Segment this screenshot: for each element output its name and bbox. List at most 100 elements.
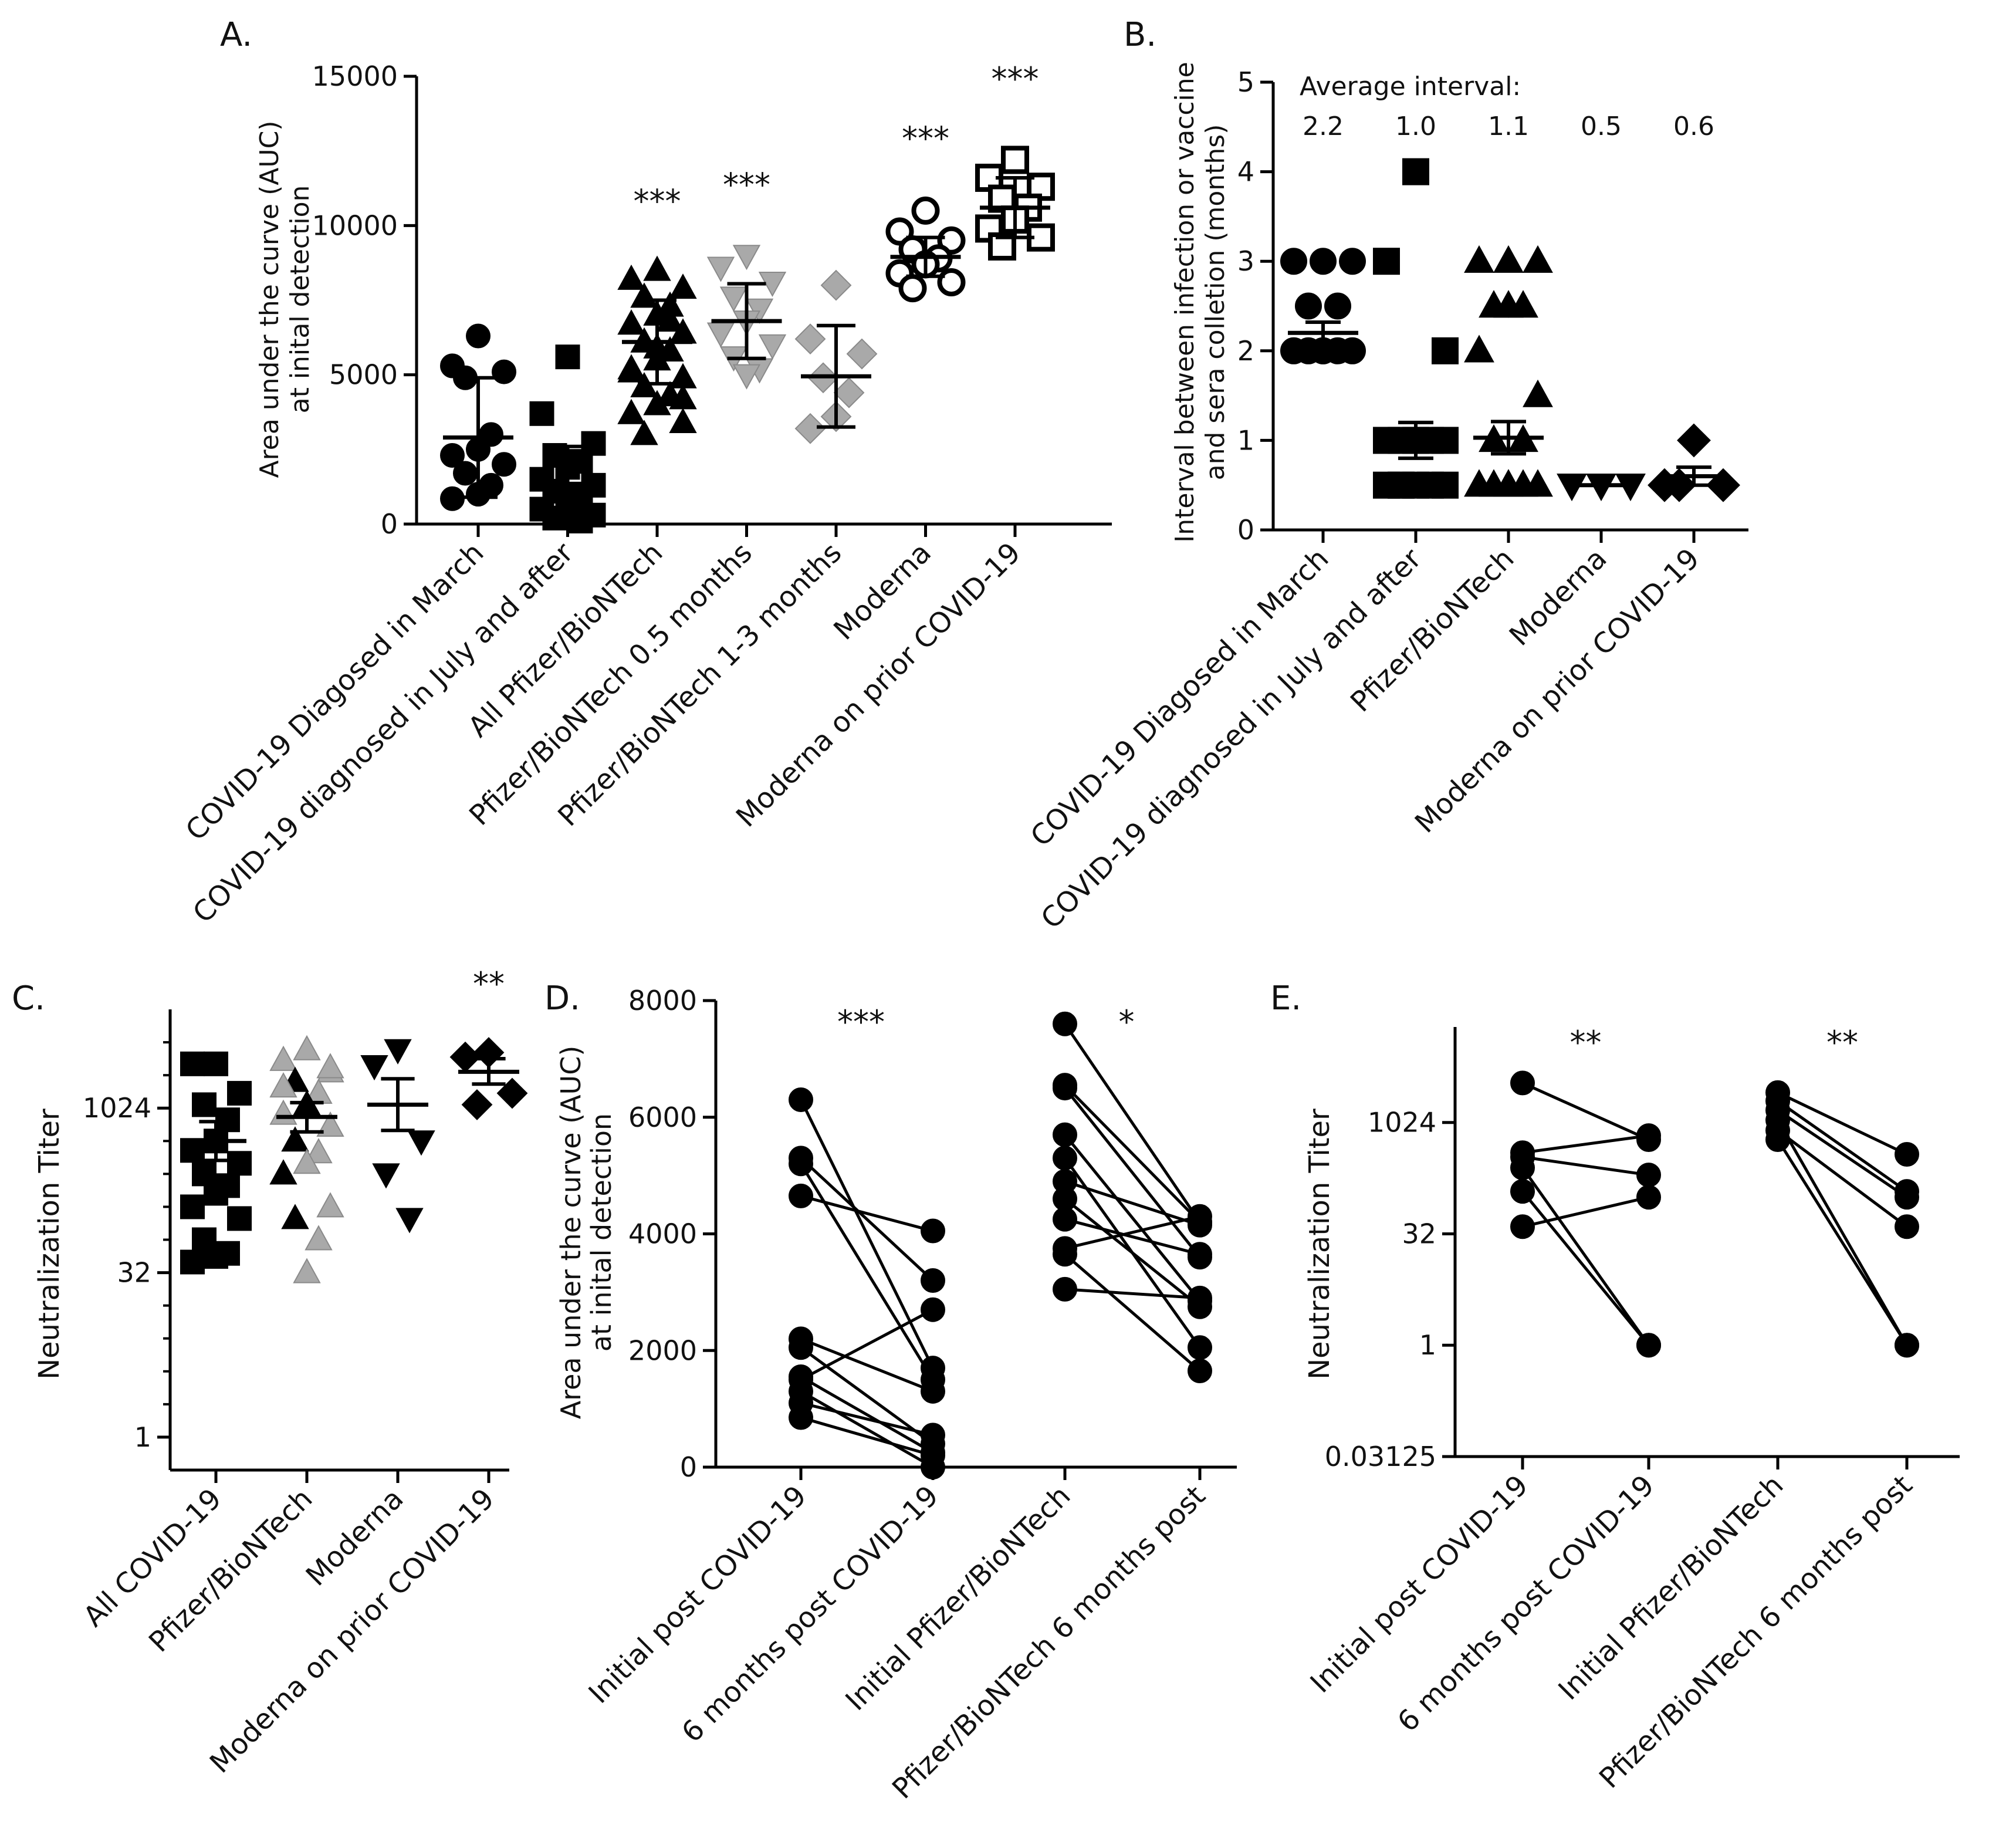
pair-group-1 [1510,1070,1661,1358]
data-point [1053,1011,1077,1036]
data-point [466,323,491,349]
data-point [269,1045,297,1071]
y-tick-label: 0.03125 [1325,1441,1436,1472]
y-axis-label-line: at inital detection [586,1113,617,1352]
series-1 [180,1051,252,1275]
data-point [1373,248,1400,275]
data-point [227,1080,252,1106]
y-tick-label: 1024 [83,1092,151,1124]
significance-label: *** [902,120,949,157]
data-point [1895,1185,1919,1210]
data-point [227,1151,252,1176]
y-axis-label-line: and sera colletion (months) [1200,124,1230,481]
data-point [656,306,684,332]
significance-label: ** [1826,1024,1858,1061]
data-point [281,1126,309,1152]
significance-label: *** [992,60,1039,97]
data-point [1510,1155,1535,1180]
data-point [372,1163,400,1189]
pair-line [800,1157,934,1282]
pair-line [1064,1253,1201,1372]
data-point [732,245,761,271]
y-tick-label: 3 [1237,245,1254,277]
y-tick-label: 0 [680,1451,697,1483]
data-point [461,1089,493,1120]
series-3 [360,1039,435,1234]
panel-e-plot: 0.03125 1 32 1024 Initial post COVID-196 mon… [1303,1024,1960,1795]
data-point [192,1092,217,1117]
data-point [706,322,735,348]
y-tick-label: 0 [381,508,398,540]
data-point [542,505,567,531]
data-point [180,1249,205,1275]
data-point [204,1051,228,1076]
average-interval-value: 1.0 [1395,112,1436,141]
data-point [1510,1179,1535,1204]
pair-line [1064,1084,1201,1224]
panel-d: D. 0 2000 4000 6000 8000 Initial post COVID-1… [544,979,1237,1805]
data-point [1432,337,1459,364]
data-point [227,1206,252,1231]
data-point [1053,1242,1077,1267]
data-point [1053,1276,1077,1302]
data-point [204,1181,228,1206]
data-point [555,344,580,370]
series-5 [1648,423,1740,502]
panel-a-label: A. [220,16,252,54]
pair-line [800,1337,933,1393]
y-axis-label-line: Interval between infection or vaccine [1170,62,1200,542]
data-point [360,1055,388,1081]
data-point [1677,423,1711,458]
data-point [1402,158,1429,185]
x-tick-label: COVID-19 diagnosed in July and after [1034,542,1428,935]
significance-label: *** [723,167,770,204]
y-axis-label: Area under the curve (AUC)at inital dete… [255,121,315,478]
significance-label: * [1119,1004,1135,1040]
pair-line [800,1416,933,1457]
data-point [789,1183,813,1208]
pair-line [1063,1023,1202,1224]
data-point [1765,1127,1790,1152]
data-point [921,1268,945,1293]
data-point [581,431,606,456]
data-point [1188,1204,1212,1229]
data-point [496,1077,528,1109]
data-point [1523,245,1553,273]
data-point [669,273,697,299]
pair-line [1521,1167,1650,1346]
pair-line [1777,1091,1908,1156]
pair-line [1777,1129,1908,1228]
data-point [293,1258,321,1283]
pair-group-2 [1765,1080,1919,1358]
data-point [1510,1070,1535,1096]
data-point [921,1297,945,1322]
data-point [1523,379,1553,407]
x-tick-label: Pfizer/BioNTech [1344,542,1520,718]
data-point [669,407,697,434]
pair-line [1522,1195,1649,1228]
data-point [643,390,671,415]
pair-group-2 [1053,1011,1212,1384]
x-tick-label: Initial Pfizer/BioNTech [839,1479,1077,1717]
x-tick-label: Pfizer/BioNTech [143,1482,319,1658]
data-point [719,286,748,312]
pair-line [1777,1100,1908,1193]
y-axis-label-line: Area under the curve (AUC) [255,121,285,478]
x-tick-label: Initial post COVID-19 [1304,1469,1534,1700]
data-point [316,1111,344,1137]
average-interval-label: Average interval: [1300,72,1521,102]
y-tick-label: 32 [1402,1218,1436,1249]
data-point [305,1138,333,1164]
pair-line [1776,1138,1909,1346]
data-point [1636,1333,1661,1358]
y-tick-label: 4 [1237,156,1254,188]
y-tick-label: 10000 [312,210,398,241]
y-axis-label-line: Neutralization Titer [33,1109,66,1380]
data-point [215,1107,240,1133]
significance-label: *** [837,1004,885,1040]
